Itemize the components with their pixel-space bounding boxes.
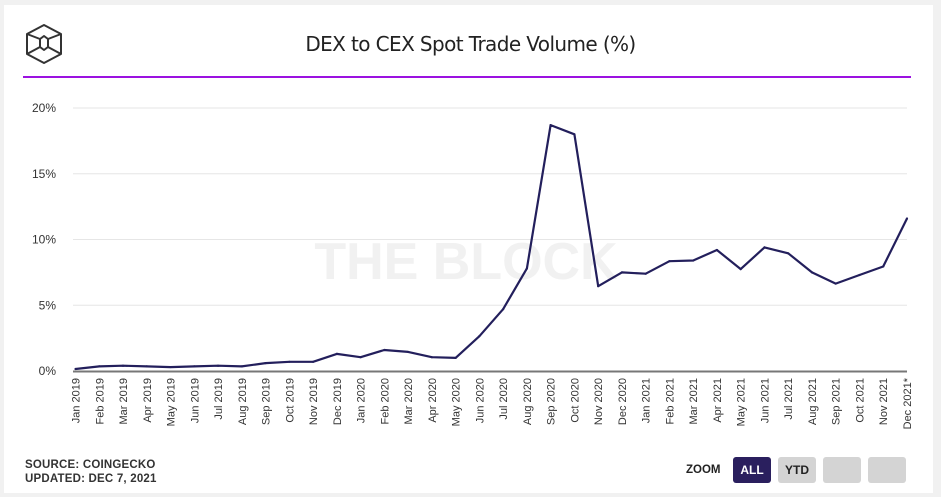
x-tick-label: Apr 2021 (712, 378, 724, 423)
x-tick-label: Jan 2019 (71, 378, 83, 423)
data-point (668, 260, 671, 263)
x-tick-label: Jul 2020 (498, 378, 510, 420)
data-point (216, 364, 220, 367)
data-point (882, 265, 885, 268)
x-tick-label: May 2019 (166, 378, 178, 426)
line-chart: THE BLOCK 0% 5% 10% 15% 20% Jan 2019 Feb 2019… (32, 101, 914, 429)
x-tick-label: Mar 2021 (688, 378, 700, 424)
data-point (644, 272, 647, 275)
data-point (549, 123, 552, 127)
x-tick-label: Jul 2021 (783, 378, 795, 420)
x-tick-label: Nov 2019 (308, 378, 320, 425)
data-point (763, 246, 766, 249)
x-tick-label: Feb 2019 (94, 378, 106, 424)
data-point (573, 133, 576, 136)
y-tick-label: 15% (32, 167, 56, 181)
x-tick-label: Oct 2019 (284, 378, 296, 423)
zoom-label: ZOOM (686, 464, 721, 476)
x-tick-label: Apr 2019 (142, 378, 154, 423)
data-point (620, 271, 624, 274)
updated-text: UPDATED: DEC 7, 2021 (25, 473, 157, 485)
chart-title: DEX to CEX Spot Trade Volume (%) (305, 32, 636, 56)
data-point (145, 365, 148, 368)
x-tick-label: Jun 2019 (189, 378, 201, 423)
title-divider (23, 76, 911, 78)
chart-card (4, 5, 933, 493)
zoom-range-button-4[interactable] (868, 457, 906, 483)
data-point (454, 356, 457, 359)
x-tick-label: Nov 2021 (878, 378, 890, 425)
x-tick-label: Nov 2020 (593, 378, 605, 425)
zoom-ytd-button[interactable]: YTD (778, 457, 816, 483)
data-point (787, 252, 790, 255)
data-point (715, 248, 719, 252)
x-tick-label: May 2021 (736, 378, 748, 426)
x-tick-label: Aug 2020 (522, 378, 534, 425)
data-point (121, 364, 125, 367)
x-tick-label: Mar 2020 (403, 378, 415, 424)
y-tick-label: 0% (39, 364, 57, 378)
data-point (98, 365, 101, 368)
x-tick-label: Jun 2020 (474, 378, 486, 423)
x-tick-label: Sep 2020 (546, 378, 558, 425)
data-point (739, 267, 742, 271)
x-tick-label: Jun 2021 (759, 378, 771, 423)
x-tick-label: Feb 2021 (664, 378, 676, 424)
x-tick-label: Sep 2021 (831, 378, 843, 425)
y-tick-label: 20% (32, 101, 56, 115)
data-point (502, 308, 505, 311)
y-tick-label: 10% (32, 233, 56, 247)
x-tick-label: Dec 2020 (617, 378, 629, 425)
source-text: SOURCE: COINGECKO (25, 459, 156, 471)
x-tick-label: Oct 2021 (854, 378, 866, 423)
data-point (264, 362, 267, 365)
series-line (75, 123, 908, 371)
data-point (74, 367, 77, 371)
data-point (407, 350, 410, 354)
data-point (430, 356, 433, 359)
x-tick-label: Jan 2021 (641, 378, 653, 423)
data-point (597, 285, 600, 288)
watermark: THE BLOCK (314, 233, 618, 291)
x-tick-label: Feb 2020 (379, 378, 391, 424)
x-tick-label: May 2020 (451, 378, 463, 426)
chart-footer: SOURCE: COINGECKO UPDATED: DEC 7, 2021 (25, 458, 157, 486)
x-tick-label: Sep 2019 (261, 378, 273, 425)
the-block-logo-icon (26, 24, 62, 64)
data-point (834, 282, 837, 285)
data-point (193, 365, 196, 368)
data-point (335, 352, 338, 356)
y-tick-label: 5% (39, 298, 57, 312)
zoom-all-button[interactable]: ALL (733, 457, 771, 483)
data-point (858, 273, 861, 277)
data-point (169, 365, 172, 369)
data-point (383, 348, 386, 352)
data-point (288, 360, 291, 363)
data-point (692, 259, 695, 262)
data-point (810, 271, 814, 274)
data-point (905, 217, 909, 220)
x-tick-label: Mar 2019 (118, 378, 130, 424)
data-point (311, 360, 315, 363)
x-tick-label: Apr 2020 (427, 378, 439, 423)
x-tick-label: Jul 2019 (213, 378, 225, 420)
data-point (240, 365, 243, 368)
x-tick-label: Oct 2020 (569, 378, 581, 423)
x-tick-label: Jan 2020 (356, 378, 368, 423)
zoom-range-button-3[interactable] (823, 457, 861, 483)
x-tick-label: Dec 2021* (902, 377, 914, 429)
data-point (359, 356, 362, 359)
x-tick-label: Aug 2021 (807, 378, 819, 425)
data-point (478, 335, 481, 338)
x-tick-label: Dec 2019 (332, 378, 344, 425)
data-point (525, 267, 528, 270)
x-tick-label: Aug 2019 (237, 378, 249, 425)
